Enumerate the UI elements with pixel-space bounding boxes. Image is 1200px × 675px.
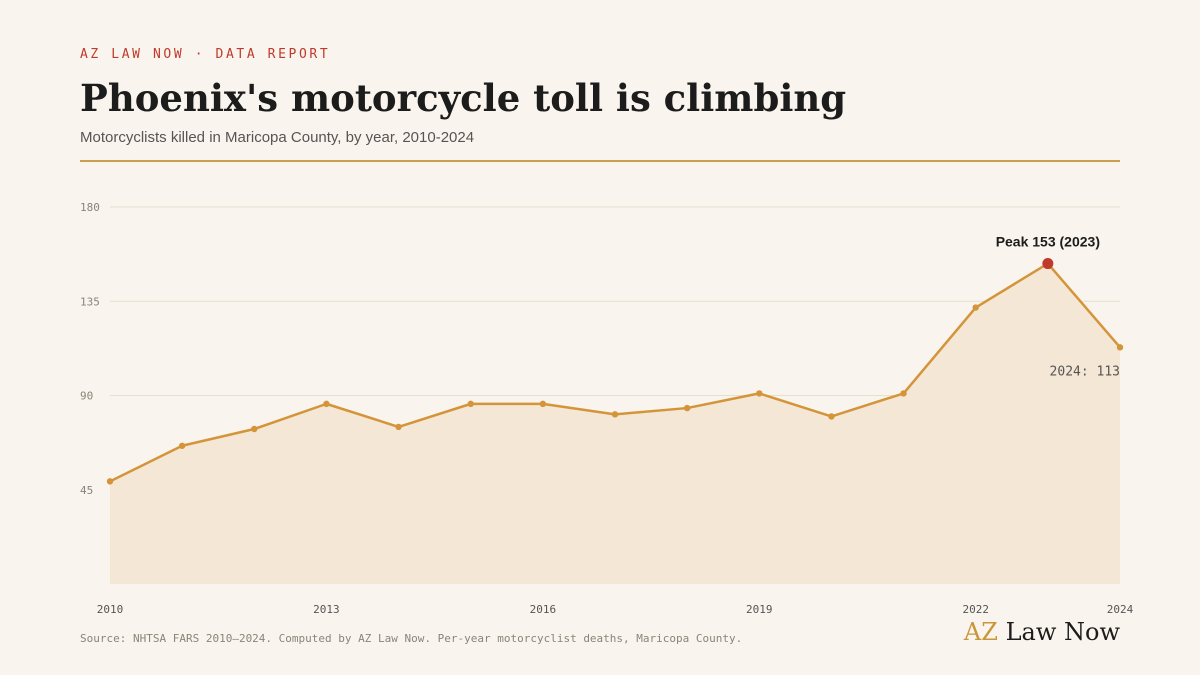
point bbox=[395, 423, 402, 431]
area bbox=[110, 263, 1120, 584]
point bbox=[539, 400, 547, 408]
x-tick-label: 2024 bbox=[1107, 603, 1134, 616]
last-label: 2024: 113 bbox=[1050, 364, 1120, 379]
x-tick-label: 2010 bbox=[97, 603, 124, 616]
x-tick-label: 2019 bbox=[746, 603, 773, 616]
title: Phoenix's motorcycle toll is climbing bbox=[80, 76, 846, 120]
x-tick-label: 2016 bbox=[530, 603, 557, 616]
brand-prefix: AZ bbox=[963, 618, 998, 646]
subtitle: Motorcyclists killed in Maricopa County,… bbox=[80, 129, 474, 146]
point bbox=[1116, 344, 1124, 351]
brand-name: Law Now bbox=[1006, 618, 1121, 646]
source: Source: NHTSA FARS 2010–2024. Computed b… bbox=[80, 632, 742, 645]
y-tick-label: 90 bbox=[80, 390, 93, 403]
point bbox=[251, 425, 258, 433]
y-tick-label: 180 bbox=[80, 201, 100, 214]
brand: AZ Law Now bbox=[963, 618, 1121, 646]
point bbox=[683, 404, 691, 412]
y-tick-label: 45 bbox=[80, 484, 93, 497]
point bbox=[178, 442, 186, 449]
point bbox=[106, 478, 114, 485]
point bbox=[972, 304, 979, 311]
peak-label: Peak 153 (2023) bbox=[996, 234, 1100, 250]
point bbox=[828, 413, 835, 420]
point bbox=[467, 400, 474, 408]
x-tick-label: 2013 bbox=[313, 603, 340, 616]
kicker: AZ LAW NOW · DATA REPORT bbox=[80, 47, 330, 62]
peak-point bbox=[1042, 258, 1054, 270]
point bbox=[900, 390, 907, 397]
point bbox=[756, 390, 763, 397]
point bbox=[323, 400, 330, 408]
y-tick-label: 135 bbox=[80, 295, 100, 308]
plot: 45 90 135 180 2010 2013 2016 2019 2022 2024 Peak 1… bbox=[80, 201, 1134, 616]
point bbox=[611, 411, 619, 418]
x-tick-label: 2022 bbox=[962, 603, 989, 616]
